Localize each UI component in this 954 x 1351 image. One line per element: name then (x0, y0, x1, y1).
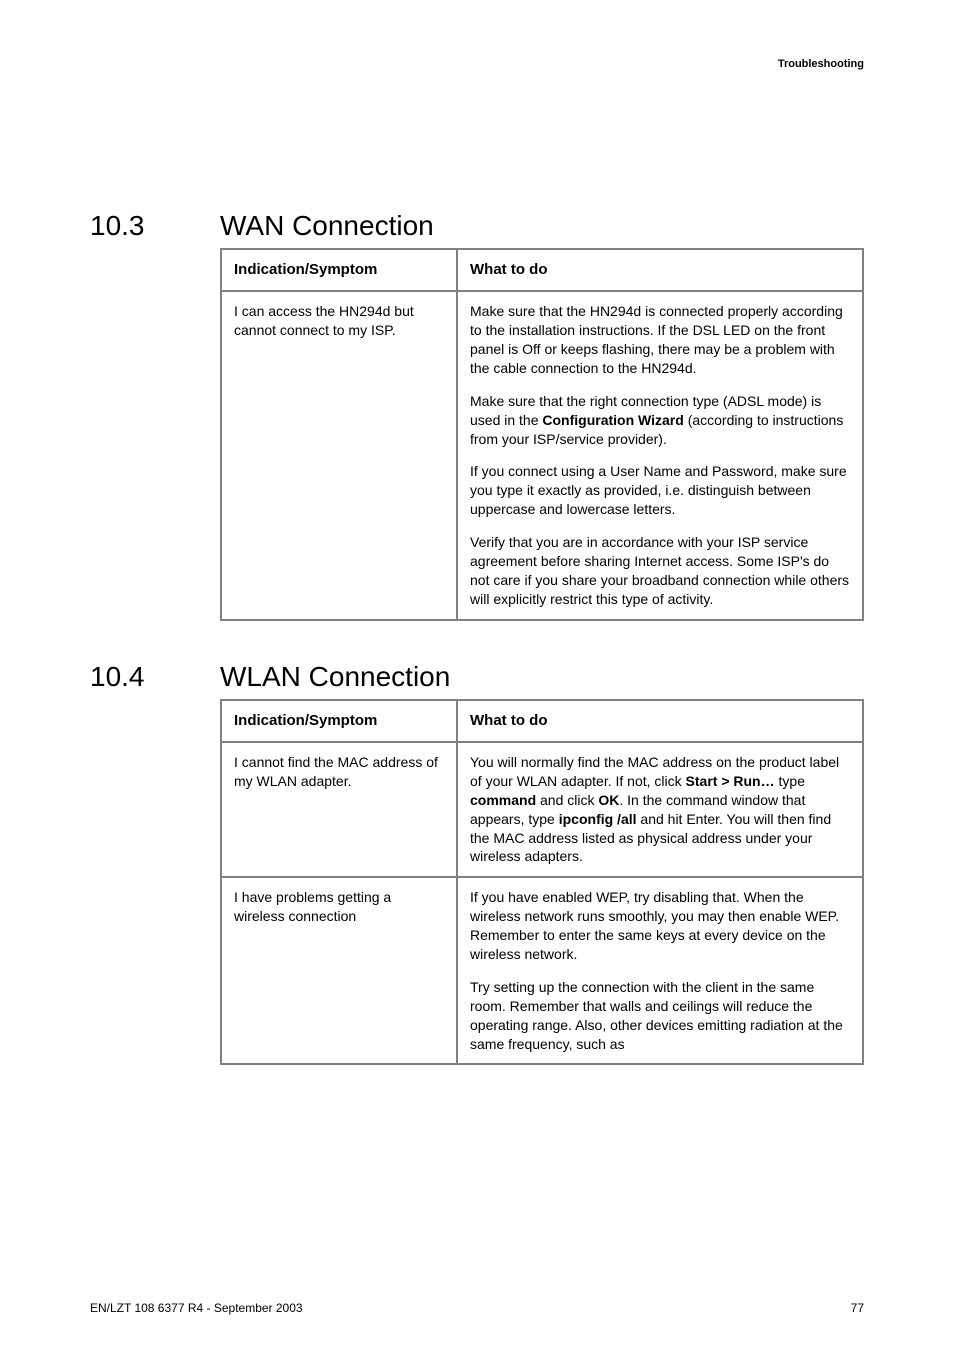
section-title: WAN Connection (220, 210, 434, 242)
action-paragraph: Make sure that the HN294d is connected p… (470, 302, 850, 378)
footer-left: EN/LZT 108 6377 R4 - September 2003 (90, 1301, 303, 1315)
table-row: I cannot find the MAC address of my WLAN… (221, 742, 863, 877)
section-number: 10.4 (90, 661, 220, 693)
action-paragraph: Make sure that the right connection type… (470, 392, 850, 449)
action-paragraph: If you have enabled WEP, try disabling t… (470, 888, 850, 964)
footer-right: 77 (851, 1301, 864, 1315)
section-wan-connection: 10.3 WAN Connection Indication/Symptom W… (90, 210, 864, 621)
symptom-cell: I have problems getting a wireless conne… (221, 877, 457, 1064)
col-header-action: What to do (457, 700, 863, 742)
section-wlan-connection: 10.4 WLAN Connection Indication/Symptom … (90, 661, 864, 1066)
wan-tbody: I can access the HN294d but cannot conne… (221, 291, 863, 619)
action-paragraph: If you connect using a User Name and Pas… (470, 462, 850, 519)
symptom-cell: I cannot find the MAC address of my WLAN… (221, 742, 457, 877)
action-cell: If you have enabled WEP, try disabling t… (457, 877, 863, 1064)
action-paragraph: Try setting up the connection with the c… (470, 978, 850, 1054)
section-title: WLAN Connection (220, 661, 450, 693)
wlan-tbody: I cannot find the MAC address of my WLAN… (221, 742, 863, 1064)
wlan-table: Indication/Symptom What to do I cannot f… (220, 699, 864, 1066)
col-header-action: What to do (457, 249, 863, 291)
wan-table: Indication/Symptom What to do I can acce… (220, 248, 864, 621)
col-header-symptom: Indication/Symptom (221, 700, 457, 742)
action-cell: Make sure that the HN294d is connected p… (457, 291, 863, 619)
action-paragraph: You will normally find the MAC address o… (470, 753, 850, 866)
col-header-symptom: Indication/Symptom (221, 249, 457, 291)
symptom-cell: I can access the HN294d but cannot conne… (221, 291, 457, 619)
action-cell: You will normally find the MAC address o… (457, 742, 863, 877)
section-number: 10.3 (90, 210, 220, 242)
running-header: Troubleshooting (778, 58, 864, 70)
table-row: I have problems getting a wireless conne… (221, 877, 863, 1064)
table-row: I can access the HN294d but cannot conne… (221, 291, 863, 619)
action-paragraph: Verify that you are in accordance with y… (470, 533, 850, 609)
